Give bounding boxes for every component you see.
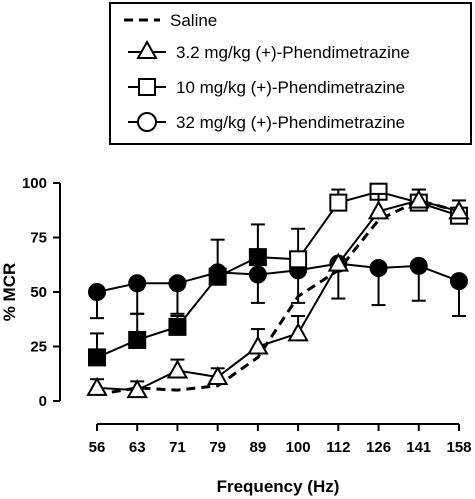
legend-box — [109, 2, 472, 145]
data-point — [126, 379, 148, 399]
axes: 0 25 50 75 100 56 63 71 79 89 100 112 126 141 158 % M… — [0, 175, 472, 496]
y-tick-label: 25 — [30, 339, 47, 356]
data-point — [88, 348, 106, 367]
data-point — [287, 322, 309, 342]
data-point — [166, 359, 189, 379]
y-tick-label: 50 — [30, 284, 47, 301]
y-tick-label: 75 — [30, 230, 47, 247]
series-line — [96, 262, 460, 293]
data-point — [248, 248, 267, 267]
data-point — [248, 265, 267, 284]
series-3 — [88, 254, 468, 320]
plot-area — [86, 182, 470, 399]
data-point — [329, 193, 348, 212]
data-point — [409, 256, 428, 275]
data-point — [128, 330, 147, 349]
data-point — [369, 259, 388, 278]
data-point — [448, 200, 470, 220]
series-line — [96, 190, 460, 359]
legend-label-10-mgkg: 10 mg/kg (+)-Phendimetrazine — [176, 78, 405, 97]
x-tick-label: 56 — [89, 439, 106, 456]
legend-label-32-mgkg: 32 mg/kg (+)-Phendimetrazine — [176, 113, 405, 132]
data-point — [206, 365, 229, 386]
series-line — [96, 199, 460, 392]
data-point — [450, 272, 468, 291]
x-ticks: 56 63 71 79 89 100 112 126 141 158 — [89, 424, 472, 456]
series-1 — [86, 188, 470, 399]
triangle-marker-icon — [136, 39, 158, 59]
legend-item-32-mgkg: 32 mg/kg (+)-Phendimetrazine — [128, 112, 405, 132]
series-2 — [88, 182, 468, 367]
data-point — [327, 252, 350, 272]
x-tick-label: 63 — [129, 439, 146, 456]
legend: Saline 3.2 mg/kg (+)-Phendimetrazine 10 … — [109, 2, 472, 145]
data-point — [88, 283, 106, 301]
x-tick-label: 79 — [209, 439, 226, 456]
data-point — [86, 376, 108, 396]
y-axis-title: % MCR — [0, 263, 19, 322]
y-tick-label: 0 — [39, 393, 47, 410]
data-point — [168, 317, 187, 336]
x-tick-label: 100 — [286, 439, 311, 456]
data-point — [208, 267, 227, 286]
x-tick-label: 71 — [169, 439, 186, 456]
legend-item-saline: Saline — [124, 11, 217, 30]
x-tick-label: 89 — [250, 439, 267, 456]
circle-marker-icon — [137, 112, 157, 132]
x-tick-label: 158 — [446, 439, 471, 456]
series-line — [96, 198, 460, 396]
x-tick-label: 141 — [406, 439, 431, 456]
legend-label-saline: Saline — [170, 11, 217, 30]
y-ticks: 0 25 50 75 100 — [22, 175, 60, 410]
legend-item-3-2-mgkg: 3.2 mg/kg (+)-Phendimetrazine — [128, 39, 410, 62]
data-point — [168, 274, 187, 293]
square-marker-icon — [138, 78, 156, 96]
y-tick-label: 100 — [22, 175, 47, 192]
data-point — [247, 335, 269, 355]
x-tick-label: 126 — [366, 439, 391, 456]
legend-item-10-mgkg: 10 mg/kg (+)-Phendimetrazine — [128, 78, 405, 97]
data-point — [289, 250, 308, 269]
data-point — [408, 189, 430, 209]
x-tick-label: 112 — [326, 439, 350, 456]
data-point — [367, 200, 390, 220]
data-point — [128, 274, 147, 293]
x-axis-title: Frequency (Hz) — [217, 477, 340, 496]
series-0 — [96, 198, 460, 396]
legend-label-3-2-mgkg: 3.2 mg/kg (+)-Phendimetrazine — [176, 43, 410, 62]
